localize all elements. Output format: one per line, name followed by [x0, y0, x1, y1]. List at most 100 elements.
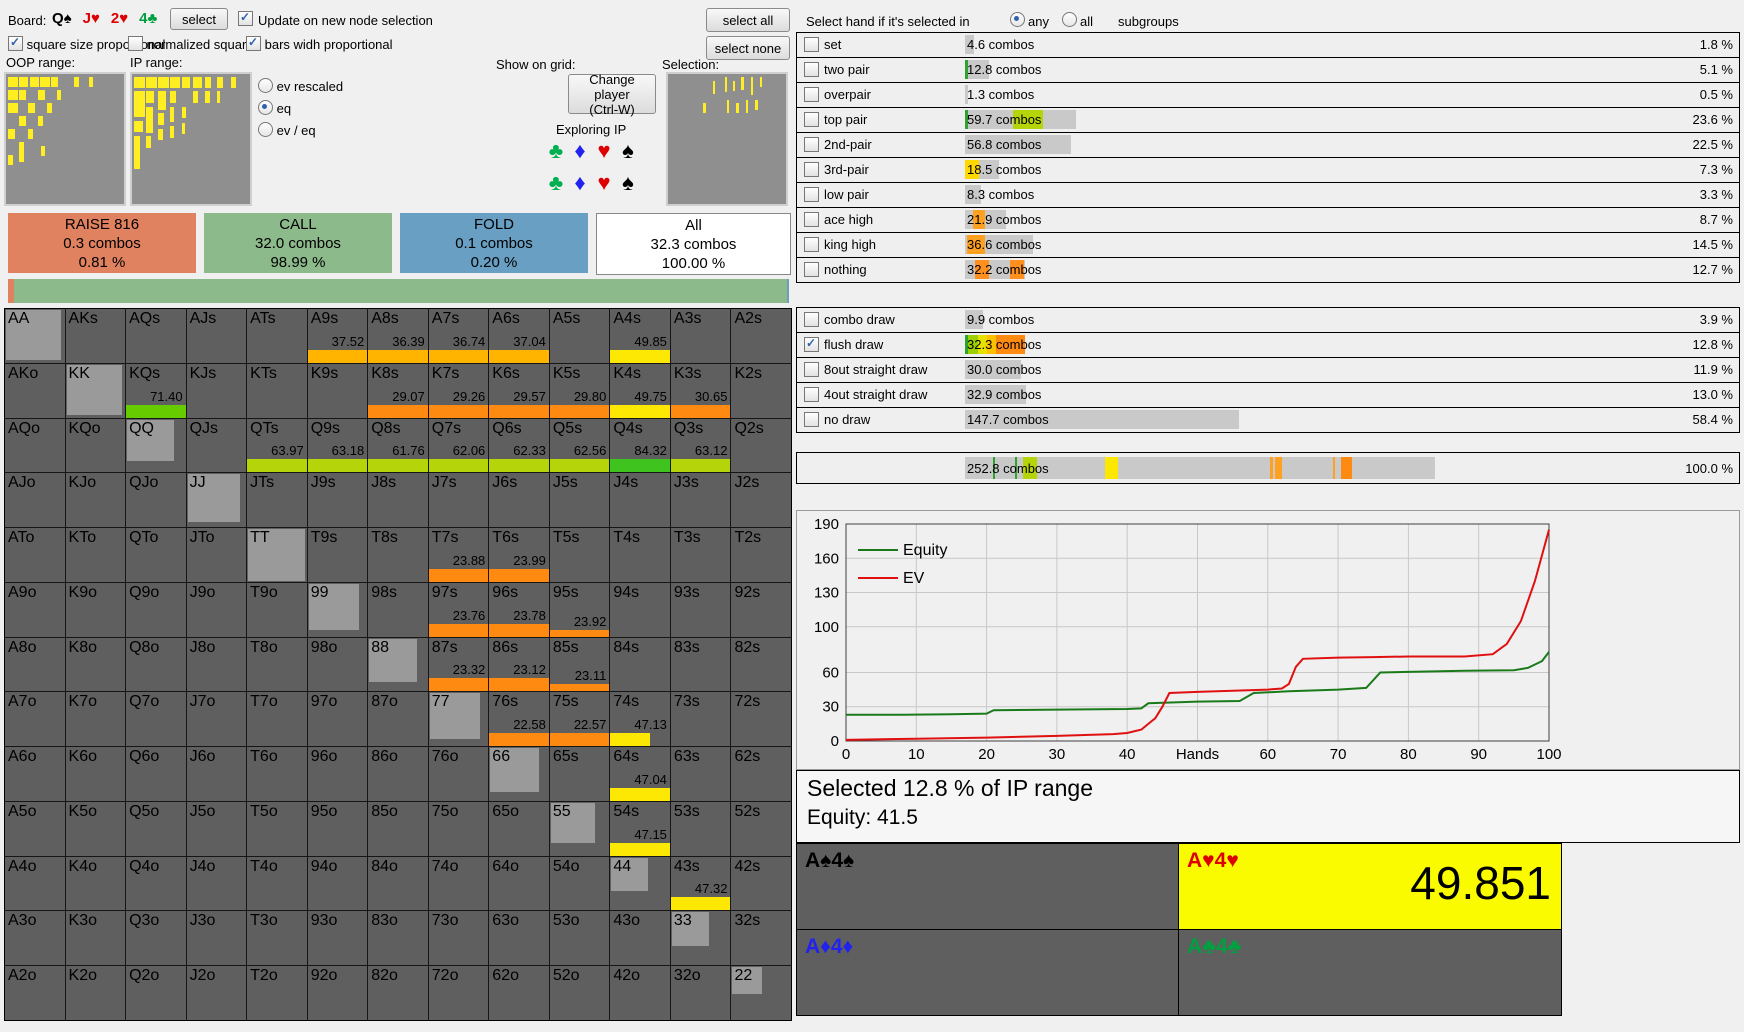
grid-cell-Q9s[interactable]: Q9s 63.18	[307, 418, 368, 473]
grid-cell-T6s[interactable]: T6s 23.99	[489, 528, 549, 582]
grid-cell-A6s[interactable]: A6s 37.04	[489, 309, 549, 363]
grid-cell-A3s[interactable]: A3s	[670, 309, 731, 363]
grid-cell-Q6o[interactable]: Q6o	[126, 747, 186, 801]
grid-cell-AKs[interactable]: AKs	[65, 309, 126, 363]
action-box-raise[interactable]: RAISE 816 0.3 combos 0.81 %	[8, 213, 196, 273]
grid-cell-74o[interactable]: 74o	[428, 856, 489, 911]
hand-group-checkbox[interactable]	[804, 112, 819, 127]
update-on-node-checkbox[interactable]	[238, 10, 253, 29]
grid-cell-T7s[interactable]: T7s 23.88	[428, 528, 489, 582]
grid-cell-22[interactable]: 22	[731, 966, 791, 1020]
grid-cell-AQo[interactable]: AQo	[5, 418, 65, 473]
grid-cell-T5s[interactable]: T5s	[549, 528, 610, 582]
option-checkbox[interactable]	[8, 35, 23, 51]
grid-cell-82o[interactable]: 82o	[368, 966, 428, 1020]
grid-cell-T9s[interactable]: T9s	[307, 528, 368, 582]
grid-cell-88[interactable]: 88	[368, 637, 428, 692]
grid-cell-93o[interactable]: 93o	[307, 911, 368, 966]
grid-cell-T2s[interactable]: T2s	[731, 528, 791, 582]
grid-cell-73o[interactable]: 73o	[428, 911, 489, 966]
grid-cell-92o[interactable]: 92o	[307, 966, 368, 1020]
grid-cell-Q6s[interactable]: Q6s 62.33	[489, 418, 549, 473]
grid-cell-64o[interactable]: 64o	[489, 856, 549, 911]
grid-cell-Q4s[interactable]: Q4s 84.32	[610, 418, 670, 473]
hand-group-checkbox[interactable]	[804, 62, 819, 77]
action-box-call[interactable]: CALL 32.0 combos 98.99 %	[204, 213, 392, 273]
grid-cell-96s[interactable]: 96s 23.78	[489, 582, 549, 637]
grid-cell-KTs[interactable]: KTs	[247, 363, 307, 418]
grid-cell-A7o[interactable]: A7o	[5, 692, 65, 747]
show-radio-eq[interactable]	[258, 100, 273, 115]
grid-cell-98o[interactable]: 98o	[307, 637, 368, 692]
draw-group-checkbox[interactable]	[804, 387, 819, 402]
grid-cell-95s[interactable]: 95s 23.92	[549, 582, 610, 637]
grid-cell-K6s[interactable]: K6s 29.57	[489, 363, 549, 418]
grid-cell-52s[interactable]: 52s	[731, 801, 791, 856]
grid-cell-JTo[interactable]: JTo	[186, 528, 247, 582]
grid-cell-Q8o[interactable]: Q8o	[126, 637, 186, 692]
grid-cell-42o[interactable]: 42o	[610, 966, 670, 1020]
grid-cell-AQs[interactable]: AQs	[126, 309, 186, 363]
grid-cell-J7o[interactable]: J7o	[186, 692, 247, 747]
grid-cell-96o[interactable]: 96o	[307, 747, 368, 801]
draw-group-checkbox[interactable]	[804, 412, 819, 427]
grid-cell-Q8s[interactable]: Q8s 61.76	[368, 418, 428, 473]
grid-cell-KTo[interactable]: KTo	[65, 528, 126, 582]
action-box-all[interactable]: All 32.3 combos 100.00 %	[596, 213, 791, 275]
clubs-suit-icon[interactable]: ♣	[548, 170, 564, 195]
grid-cell-T4s[interactable]: T4s	[610, 528, 670, 582]
grid-cell-Q3o[interactable]: Q3o	[126, 911, 186, 966]
grid-cell-T9o[interactable]: T9o	[247, 582, 307, 637]
grid-cell-A4o[interactable]: A4o	[5, 856, 65, 911]
action-box-fold[interactable]: FOLD 0.1 combos 0.20 %	[400, 213, 588, 273]
grid-cell-Q7s[interactable]: Q7s 62.06	[428, 418, 489, 473]
subgroup-all-radio[interactable]	[1062, 12, 1077, 30]
grid-cell-Q5o[interactable]: Q5o	[126, 801, 186, 856]
grid-cell-J6o[interactable]: J6o	[186, 747, 247, 801]
grid-cell-62o[interactable]: 62o	[489, 966, 549, 1020]
grid-cell-K5o[interactable]: K5o	[65, 801, 126, 856]
grid-cell-T8s[interactable]: T8s	[368, 528, 428, 582]
grid-cell-Q2s[interactable]: Q2s	[731, 418, 791, 473]
grid-cell-95o[interactable]: 95o	[307, 801, 368, 856]
grid-cell-55[interactable]: 55	[549, 801, 610, 856]
select-all-button[interactable]: select all	[706, 8, 790, 32]
grid-cell-J4s[interactable]: J4s	[610, 473, 670, 528]
combo-card-hearts[interactable]: A♥4♥ 49.851	[1178, 843, 1562, 930]
grid-cell-83o[interactable]: 83o	[368, 911, 428, 966]
grid-cell-K7s[interactable]: K7s 29.26	[428, 363, 489, 418]
grid-cell-AKo[interactable]: AKo	[5, 363, 65, 418]
grid-cell-J4o[interactable]: J4o	[186, 856, 247, 911]
grid-cell-54s[interactable]: 54s 47.15	[610, 801, 670, 856]
grid-cell-A2o[interactable]: A2o	[5, 966, 65, 1020]
grid-cell-87s[interactable]: 87s 23.32	[428, 637, 489, 692]
grid-cell-A7s[interactable]: A7s 36.74	[428, 309, 489, 363]
grid-cell-A3o[interactable]: A3o	[5, 911, 65, 966]
grid-cell-65o[interactable]: 65o	[489, 801, 549, 856]
grid-cell-86s[interactable]: 86s 23.12	[489, 637, 549, 692]
grid-cell-83s[interactable]: 83s	[670, 637, 731, 692]
grid-cell-Q9o[interactable]: Q9o	[126, 582, 186, 637]
checkbox-icon[interactable]	[238, 10, 253, 26]
option-checkbox[interactable]	[128, 36, 143, 51]
grid-cell-K5s[interactable]: K5s 29.80	[549, 363, 610, 418]
draw-group-checkbox[interactable]	[804, 336, 819, 352]
grid-cell-74s[interactable]: 74s 47.13	[610, 692, 670, 747]
hearts-suit-icon[interactable]: ♥	[597, 170, 611, 195]
grid-cell-K6o[interactable]: K6o	[65, 747, 126, 801]
grid-cell-Q3s[interactable]: Q3s 63.12	[670, 418, 731, 473]
board-select-button[interactable]: select	[170, 8, 228, 30]
grid-cell-84s[interactable]: 84s	[610, 637, 670, 692]
draw-group-checkbox[interactable]	[804, 312, 819, 327]
grid-cell-AA[interactable]: AA	[5, 309, 65, 363]
grid-cell-99[interactable]: 99	[307, 582, 368, 637]
grid-cell-KJs[interactable]: KJs	[186, 363, 247, 418]
grid-cell-72o[interactable]: 72o	[428, 966, 489, 1020]
grid-cell-K3s[interactable]: K3s 30.65	[670, 363, 731, 418]
hand-group-checkbox[interactable]	[804, 212, 819, 227]
grid-cell-T6o[interactable]: T6o	[247, 747, 307, 801]
grid-cell-A8s[interactable]: A8s 36.39	[368, 309, 428, 363]
grid-cell-73s[interactable]: 73s	[670, 692, 731, 747]
grid-cell-TT[interactable]: TT	[247, 528, 307, 582]
grid-cell-32s[interactable]: 32s	[731, 911, 791, 966]
